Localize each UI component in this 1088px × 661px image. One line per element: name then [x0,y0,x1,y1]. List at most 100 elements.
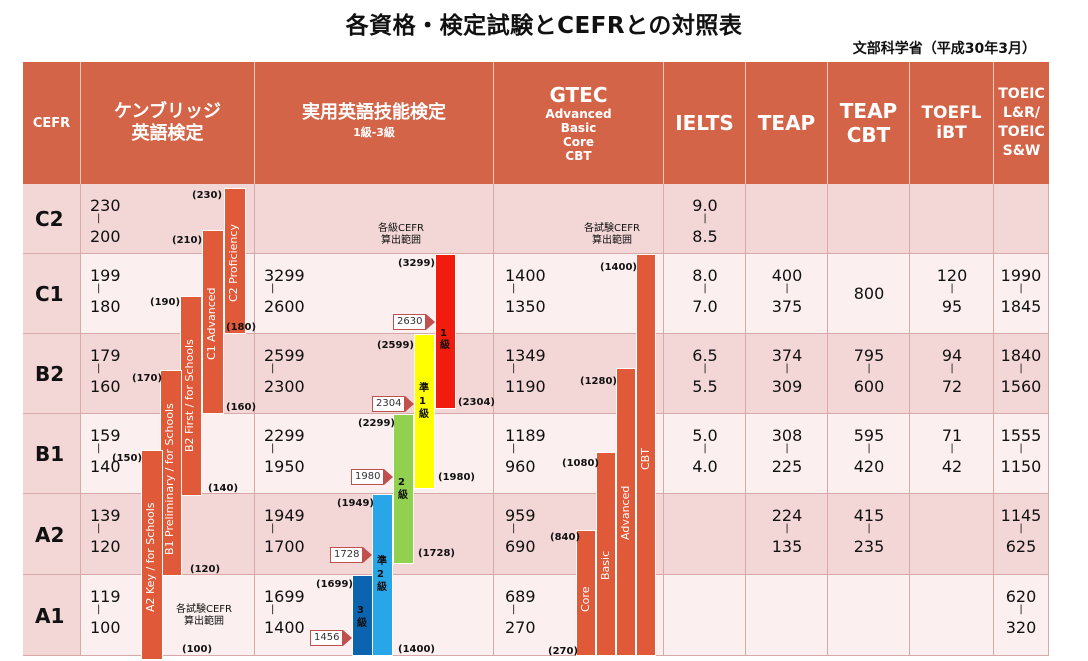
table-cell [23,184,81,253]
eiken-high: 1699 [264,587,305,606]
table-cell [664,575,746,655]
cam-b2-top: (190) [150,297,181,308]
header-gtec-sub-basic: Basic [560,121,597,135]
table-cell [255,575,494,655]
teap_cbt-low: 420 [853,457,885,476]
table-cell [81,414,255,493]
toeic-dash: | [1019,283,1023,294]
gtec-high: 689 [505,587,536,606]
eiken-bar-g2 [393,414,414,564]
toefl-dash: | [950,283,954,294]
gtec-bar-basic [596,452,616,656]
header-toefl-line2: iBT [936,123,967,143]
table-cell [994,575,1049,655]
table-row [23,494,1049,575]
teap-dash: | [785,363,789,374]
table-cell [746,575,828,655]
table-cell [910,184,994,253]
eiken-gp1-bottom: (1980) [438,472,475,483]
cam-c1-top: (210) [172,235,203,246]
header-teap: TEAP [746,62,828,184]
table-cell [994,254,1049,333]
gtec-dash: | [512,363,516,374]
eiken-low: 1950 [264,457,305,476]
eiken-arrow-1456 [343,630,352,646]
ielts-dash: | [703,363,707,374]
table-cell [664,494,746,574]
eiken-gp1-label: 準1級 [419,383,429,420]
cam-bar-a2-label: A2 Key / for Schools [144,502,157,612]
table-cell [910,334,994,413]
teap-dash: | [785,443,789,454]
header-cambridge-line2: 英語検定 [131,123,204,144]
ielts-high: 6.5 [692,346,718,365]
ielts-low: 5.5 [692,377,718,396]
header-teap-cbt-line2: CBT [846,123,891,147]
gtec-low: 1350 [505,297,546,316]
table-cell [81,254,255,333]
teap_cbt-low: 600 [853,377,885,396]
header-gtec-sub-core: Core [562,135,595,149]
eiken-g2-bottom: (1728) [418,548,455,559]
table-cell [494,334,664,413]
cam-low: 140 [90,457,121,476]
eiken-low: 1400 [264,618,305,637]
cam-dash: | [97,604,101,615]
teap_cbt-single: 800 [853,284,885,303]
cam-high: 119 [90,587,121,606]
ielts-high: 5.0 [692,426,718,445]
toeic-low: 1150 [1000,457,1042,476]
table-cell [255,494,494,574]
eiken-dash: | [271,443,275,454]
cam-dash: | [97,363,101,374]
cam-dash: | [97,523,101,534]
cam-low: 100 [90,618,121,637]
toefl-dash: | [950,443,954,454]
eiken-bar-gp1 [414,334,435,489]
toeic-low: 320 [1005,618,1037,637]
teap_cbt-dash: | [867,523,871,534]
teap-high: 308 [771,426,803,445]
cam-bar-b1-label: B1 Preliminary / for Schools [163,403,176,555]
cam-b1-bottom: (120) [190,564,221,575]
table-cell [494,414,664,493]
cam-c1-bottom: (160) [226,402,257,413]
table-cell [664,254,746,333]
eiken-g3-top: (1699) [316,579,353,590]
toeic-high: 1555 [1000,426,1042,445]
eiken-bar-g1 [435,254,456,409]
gtec-range-line1: 各試験CEFR [584,223,641,234]
gtec-dash: | [512,443,516,454]
toeic-low: 625 [1005,537,1037,556]
cam-a2-bottom: (100) [182,644,213,655]
gtec-low: 960 [505,457,536,476]
header-toeic-line3: TOEIC [998,124,1045,140]
gtec-high: 1349 [505,346,546,365]
eiken-g2-top: (2299) [358,418,395,429]
table-cell [994,334,1049,413]
cefr-grade: B2 [35,362,65,386]
table-cell [828,575,910,655]
eiken-dash: | [271,604,275,615]
gtec-bar-advanced [616,368,636,656]
table-cell [746,494,828,574]
eiken-arrow-2304 [405,396,414,412]
header-ielts: IELTS [664,62,746,184]
table-cell [828,414,910,493]
gtec-cbt-top: (1400) [600,262,637,273]
gtec-low: 1190 [505,377,546,396]
table-cell [23,494,81,574]
ielts-dash: | [703,283,707,294]
table-cell [494,184,664,253]
eiken-high: 1949 [264,506,305,525]
teap-dash: | [785,283,789,294]
table-cell [994,184,1049,253]
cam-bar-b2-label: B2 First / for Schools [183,339,196,452]
cam-b2-bottom: (140) [208,483,239,494]
eiken-dash: | [271,363,275,374]
ielts-low: 7.0 [692,297,718,316]
toefl-dash: | [950,363,954,374]
table-cell [23,575,81,655]
table-cell [494,575,664,655]
ielts-high: 8.0 [692,266,718,285]
